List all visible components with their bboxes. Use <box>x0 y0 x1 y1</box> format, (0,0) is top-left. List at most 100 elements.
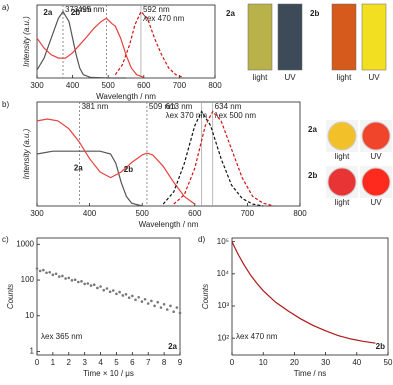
x-tick-label: 1 <box>51 358 56 367</box>
y-tick-label: 10⁴ <box>217 269 230 278</box>
series-line <box>231 241 376 344</box>
x-tick-label: 10 <box>259 358 268 367</box>
data-point <box>77 280 80 284</box>
x-tick-label: 7 <box>146 358 151 367</box>
data-point <box>178 311 182 315</box>
data-point <box>172 310 175 314</box>
x-tick-label: 0 <box>230 358 235 367</box>
data-point <box>61 274 64 278</box>
x-tick-label: 300 <box>30 209 44 218</box>
x-tick-label: 800 <box>208 81 222 90</box>
data-point <box>83 282 86 286</box>
series-line <box>162 110 264 207</box>
data-point <box>146 302 150 305</box>
photo-caption: UV <box>370 198 382 207</box>
vial-photo <box>247 3 273 71</box>
x-tick-label: 9 <box>178 358 183 367</box>
data-point <box>51 273 55 277</box>
plot-frame <box>36 237 181 356</box>
data-point <box>54 272 58 276</box>
y-axis-label: Counts <box>6 284 15 309</box>
series-line <box>36 10 126 79</box>
peak-label: 592 nm <box>143 5 170 14</box>
vial-photo <box>277 3 303 71</box>
data-point <box>105 287 109 290</box>
peak-label: 495 nm <box>78 5 105 14</box>
y-tick-label: 10 <box>25 311 34 320</box>
x-tick-label: 800 <box>293 209 307 218</box>
x-tick-label: 3 <box>82 358 87 367</box>
vial-photo <box>361 3 387 71</box>
x-tick-label: 300 <box>30 81 44 90</box>
y-tick-label: 10⁵ <box>217 237 229 246</box>
data-point <box>96 286 99 290</box>
note: 2a <box>168 342 177 351</box>
data-point <box>118 290 121 294</box>
data-point <box>108 290 112 294</box>
x-tick-label: 600 <box>188 209 202 218</box>
data-point <box>137 295 140 299</box>
data-point <box>165 308 169 311</box>
series-label: 2a <box>43 8 52 17</box>
series-line <box>114 10 184 78</box>
x-tick-label: 0 <box>35 358 40 367</box>
photo-group-label: 2a <box>226 9 235 18</box>
y-tick-label: 10³ <box>217 301 229 310</box>
y-tick-label: 100 <box>21 275 35 284</box>
series-label: 2a <box>74 163 83 172</box>
vial-photo <box>331 3 357 71</box>
data-point <box>150 299 153 303</box>
data-point <box>124 292 128 296</box>
plot-frame <box>231 237 389 356</box>
panel-label: d) <box>198 235 205 244</box>
x-tick-label: 500 <box>102 81 116 90</box>
photo-caption: light <box>253 73 268 82</box>
photo-caption: light <box>337 73 352 82</box>
x-tick-label: 4 <box>98 358 103 367</box>
panel-label: b) <box>2 100 9 109</box>
x-tick-label: 700 <box>173 81 187 90</box>
x-tick-label: 6 <box>130 358 135 367</box>
data-point <box>102 288 106 292</box>
data-point <box>169 304 172 308</box>
dish-photo <box>327 167 357 197</box>
data-point <box>42 268 45 272</box>
note: 2b <box>376 342 385 351</box>
x-tick-label: 600 <box>137 81 151 90</box>
data-point <box>89 284 93 287</box>
data-point <box>156 300 160 304</box>
data-point <box>115 292 118 296</box>
series-line <box>36 118 196 205</box>
peak-label: λex 470 nm <box>143 14 185 23</box>
data-point <box>153 304 156 308</box>
y-tick-label: 10² <box>217 333 229 342</box>
x-tick-label: 30 <box>321 358 330 367</box>
y-axis-label: Intensity (a.u.) <box>22 128 31 179</box>
y-tick-label: 1 <box>30 347 35 356</box>
x-tick-label: 400 <box>83 209 97 218</box>
x-axis-label: Time / ns <box>294 369 327 378</box>
y-axis-label: Intensity (a.u.) <box>22 16 31 67</box>
peak-label: 509 nm <box>149 102 176 111</box>
x-tick-label: 5 <box>114 358 119 367</box>
data-point <box>175 306 179 309</box>
data-point <box>45 271 48 275</box>
peak-label: 373 nm <box>65 5 92 14</box>
note: λex 365 nm <box>41 332 83 341</box>
series-label: 2b <box>71 8 80 17</box>
data-point <box>159 306 163 309</box>
data-point <box>86 282 90 285</box>
peak-label: 613 nm <box>166 102 193 111</box>
photo-group-label: 2b <box>310 9 319 18</box>
data-point <box>73 278 77 282</box>
series-line <box>36 150 143 207</box>
data-point <box>92 283 96 287</box>
dish-photo <box>361 167 391 197</box>
data-point <box>70 279 74 282</box>
series-line <box>36 17 145 78</box>
peak-label: λex 370 nm <box>166 111 208 120</box>
photo-group-label: 2b <box>308 171 317 180</box>
series-label: 2b <box>124 165 133 174</box>
photo-group-label: 2a <box>308 125 317 134</box>
